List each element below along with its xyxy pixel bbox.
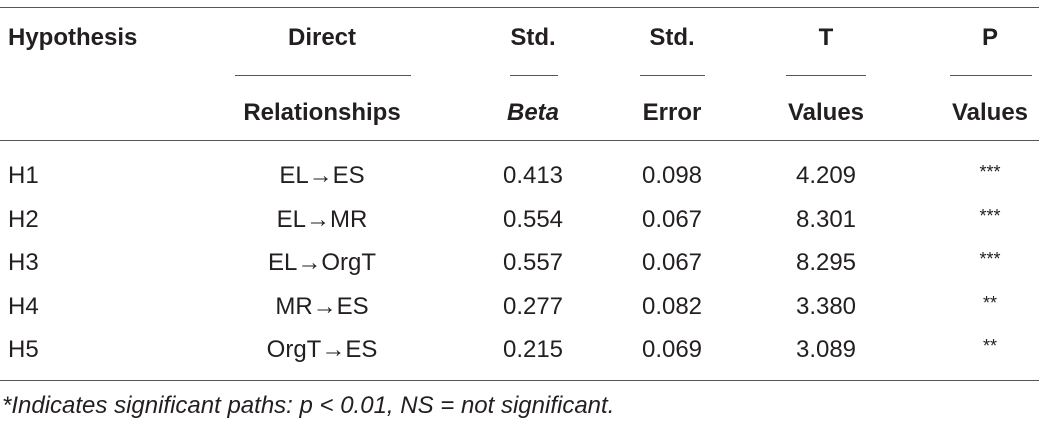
table-cell: 3.089 [795,336,857,363]
table-cell: 0.082 [641,292,703,320]
table-cell: 0.557 [502,249,564,276]
table-cell: OrgT→ES [266,336,378,363]
bottom-rule [0,380,1039,381]
table-cell: ** [982,292,998,313]
column-header: Std. [510,24,556,51]
table-cell: 4.209 [795,162,857,189]
table-cell: EL→MR [276,205,368,233]
row-label: H5 [8,336,39,363]
top-rule [0,7,1039,8]
table-cell: 0.098 [641,162,703,189]
table-cell: 0.069 [641,336,703,363]
column-header: P [981,24,999,51]
table-cell: *** [979,205,1001,226]
header-underline [950,75,1032,76]
column-subheader: Error [642,99,702,126]
table-cell: 0.277 [502,292,564,320]
column-subheader: Values [951,99,1029,126]
table-cell: 0.215 [502,336,564,363]
column-header: Std. [649,24,695,51]
column-header: Hypothesis [8,24,138,51]
table-cell: ** [982,336,998,356]
table-cell: 0.067 [641,249,703,276]
table-cell: 3.380 [795,292,857,320]
row-label: H3 [8,249,39,276]
table-cell: EL→OrgT [267,249,377,276]
header-underline [640,75,705,76]
column-header: Direct [287,24,357,51]
header-underline [235,75,411,76]
column-subheader: Values [787,99,865,126]
table-cell: 0.413 [502,162,564,189]
header-underline [510,75,558,76]
table-cell: EL→ES [279,162,365,189]
column-subheader: Relationships [243,99,401,126]
row-label: H2 [8,205,39,233]
table-cell: 0.554 [502,205,564,233]
header-underline [786,75,866,76]
table-note: *Indicates significant paths: p < 0.01, … [2,392,615,419]
header-rule [0,140,1039,141]
column-subheader: Beta [506,99,560,126]
table-cell: 0.067 [641,205,703,233]
table-cell: *** [979,249,1001,269]
table-cell: 8.301 [795,205,857,233]
row-label: H1 [8,162,39,189]
table-cell: *** [979,162,1001,182]
row-label: H4 [8,292,39,320]
table-cell: MR→ES [275,292,369,320]
table-cell: 8.295 [795,249,857,276]
column-header: T [818,24,834,51]
